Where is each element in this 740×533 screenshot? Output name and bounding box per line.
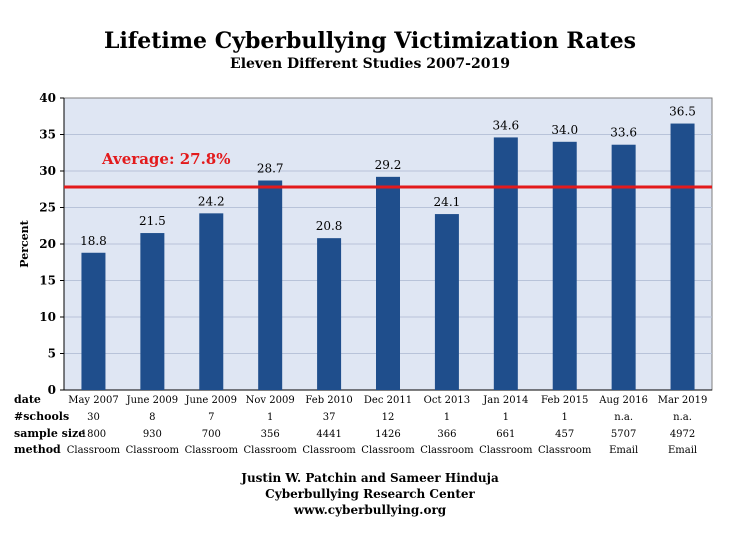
table-cell-sample-size: 4441 [316,429,341,440]
y-tick-label: 15 [39,274,56,288]
bar-value-label: 24.1 [434,195,461,209]
table-row-label: #schools [14,410,69,423]
table-cell-sample-size: 1426 [375,429,400,440]
table-cell-method: Classroom [185,445,239,456]
bar [434,214,459,390]
y-tick-label: 20 [39,237,56,251]
table-cell-sample-size: 930 [143,429,162,440]
table-cell-sample-size: 661 [496,429,515,440]
y-tick-label: 0 [48,383,56,397]
bar [317,238,342,390]
x-tick-label: Dec 2011 [364,395,412,406]
table-cell-schools: 7 [208,412,214,423]
x-tick-label: Nov 2009 [246,395,295,406]
chart-title: Lifetime Cyberbullying Victimization Rat… [103,28,637,54]
x-tick-label: Mar 2019 [658,395,708,406]
y-tick-label: 5 [48,347,56,361]
bar-value-label: 20.8 [316,219,343,233]
bar [552,141,577,390]
table-cell-method: Email [668,445,697,456]
table-cell-sample-size: 4972 [670,429,695,440]
footer-org: Cyberbullying Research Center [265,487,475,501]
bar [611,144,636,390]
table-row-label: method [14,443,61,456]
y-tick-label: 30 [39,164,56,178]
y-tick-label: 40 [39,91,56,105]
bar-value-label: 33.6 [610,126,637,140]
x-tick-label: June 2009 [126,395,178,406]
footer-url[interactable]: www.cyberbullying.org [293,503,447,517]
x-tick-label: June 2009 [185,395,237,406]
x-tick-label: Feb 2010 [305,395,352,406]
bar-value-label: 36.5 [669,105,696,119]
table-row-label: sample size [14,427,85,440]
table-cell-sample-size: 366 [437,429,456,440]
average-label: Average: 27.8% [101,150,231,168]
bar [81,252,106,390]
footer-authors: Justin W. Patchin and Sameer Hinduja [241,471,499,485]
table-cell-method: Classroom [420,445,474,456]
y-tick-label: 25 [39,201,56,215]
x-tick-label: Oct 2013 [424,395,470,406]
table-cell-sample-size: 700 [202,429,221,440]
bar [140,233,165,390]
table-cell-method: Classroom [302,445,356,456]
bar [258,180,283,390]
table-cell-schools: 1 [503,412,509,423]
table-cell-method: Classroom [361,445,415,456]
table-cell-schools: 12 [382,412,395,423]
table-cell-method: Classroom [479,445,533,456]
y-tick-label: 35 [39,128,56,142]
table-cell-schools: 8 [149,412,155,423]
table-cell-method: Classroom [538,445,592,456]
bar-value-label: 21.5 [139,214,166,228]
x-tick-label: Jan 2014 [482,395,528,406]
table-cell-schools: 1 [267,412,273,423]
bar-value-label: 34.6 [492,118,519,132]
x-tick-label: Feb 2015 [541,395,588,406]
table-cell-method: Classroom [126,445,180,456]
table-cell-schools: 37 [323,412,336,423]
y-axis-label: Percent [18,219,31,267]
bar-value-label: 18.8 [80,234,107,248]
table-cell-schools: n.a. [614,412,633,423]
table-cell-method: Email [609,445,638,456]
bar-value-label: 34.0 [551,123,578,137]
table-row-label: date [14,393,41,406]
table-cell-sample-size: 1800 [81,429,106,440]
bar [199,213,224,390]
bar [670,123,695,391]
chart-subtitle: Eleven Different Studies 2007-2019 [230,56,510,72]
bar [376,176,400,390]
table-cell-method: Classroom [243,445,297,456]
bar-value-label: 29.2 [375,158,402,172]
table-cell-sample-size: 457 [555,429,574,440]
bar-value-label: 24.2 [198,194,225,208]
table-cell-method: Classroom [67,445,121,456]
x-tick-label: Aug 2016 [598,395,648,406]
y-tick-label: 10 [39,310,56,324]
table-cell-sample-size: 356 [261,429,280,440]
bar [493,137,518,390]
bar-value-label: 28.7 [257,161,284,175]
table-cell-sample-size: 5707 [611,429,636,440]
table-cell-schools: 1 [444,412,450,423]
table-cell-schools: n.a. [673,412,692,423]
table-cell-schools: 30 [87,412,100,423]
x-tick-label: May 2007 [68,395,118,406]
table-cell-schools: 1 [562,412,568,423]
